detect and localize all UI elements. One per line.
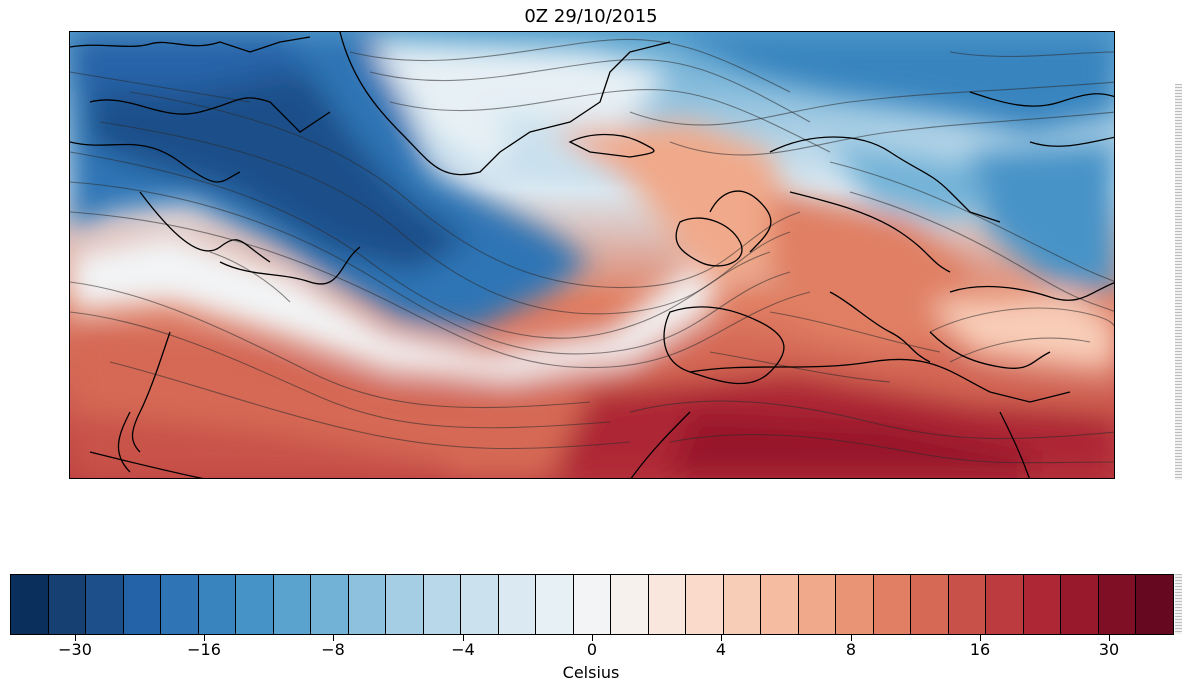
colorbar-swatch [761,575,799,634]
colorbar-swatch [948,575,987,634]
colorbar-tick-label: 8 [845,640,857,659]
colorbar-tick [463,635,464,641]
colorbar-swatch [1023,575,1062,634]
colorbar-swatch [311,575,349,634]
colorbar-swatch [461,575,499,634]
colorbar-tick-label: 16 [969,640,991,659]
colorbar-swatch [1098,575,1137,634]
colorbar-swatch [11,575,49,634]
colorbar-swatch [123,575,162,634]
coastlines [70,32,1114,478]
colorbar-tick [851,635,852,641]
colorbar-swatch [236,575,274,634]
colorbar-tick [204,635,205,641]
temperature-map [70,32,1114,478]
colorbar-tick-label: 4 [715,640,727,659]
colorbar-swatch [611,575,649,634]
colorbar-tick-label: −30 [58,640,92,659]
colorbar-swatch [273,575,312,634]
colorbar-tick [980,635,981,641]
side-strip-artifact [1175,84,1182,480]
colorbar-swatch [873,575,912,634]
colorbar-swatch [911,575,949,634]
colorbar-swatch [1061,575,1099,634]
colorbar-tick-label: 30 [1098,640,1120,659]
colorbar [10,574,1174,635]
colorbar-swatch [648,575,687,634]
colorbar-tick-label: −16 [187,640,221,659]
colorbar-tick-label: 0 [586,640,598,659]
colorbar-swatch [348,575,387,634]
colorbar-tick [1109,635,1110,641]
colorbar-swatch [498,575,537,634]
side-strip-artifact-lower [1175,574,1182,634]
colorbar-swatch [161,575,199,634]
colorbar-swatch [836,575,874,634]
colorbar-swatch [1136,575,1173,634]
colorbar-swatch [48,575,87,634]
map-title: 0Z 29/10/2015 [524,6,658,27]
colorbar-swatch [423,575,462,634]
colorbar-swatch [686,575,724,634]
colorbar-tick [592,635,593,641]
colorbar-swatch [798,575,837,634]
colorbar-swatch [723,575,762,634]
colorbar-tick-label: −4 [451,640,475,659]
colorbar-tick [721,635,722,641]
wind-streamlines [70,38,1114,464]
colorbar-tick-label: −8 [321,640,345,659]
colorbar-swatch [86,575,124,634]
colorbar-swatch [986,575,1024,634]
colorbar-swatch [386,575,424,634]
colorbar-swatch [573,575,612,634]
colorbar-label: Celsius [562,663,620,682]
colorbar-swatch [536,575,574,634]
colorbar-tick [333,635,334,641]
map-panel [69,31,1115,479]
colorbar-tick [75,635,76,641]
colorbar-ticks: −30 −16 −8 −4 0 4 8 16 30 [10,635,1174,665]
colorbar-swatch [198,575,237,634]
